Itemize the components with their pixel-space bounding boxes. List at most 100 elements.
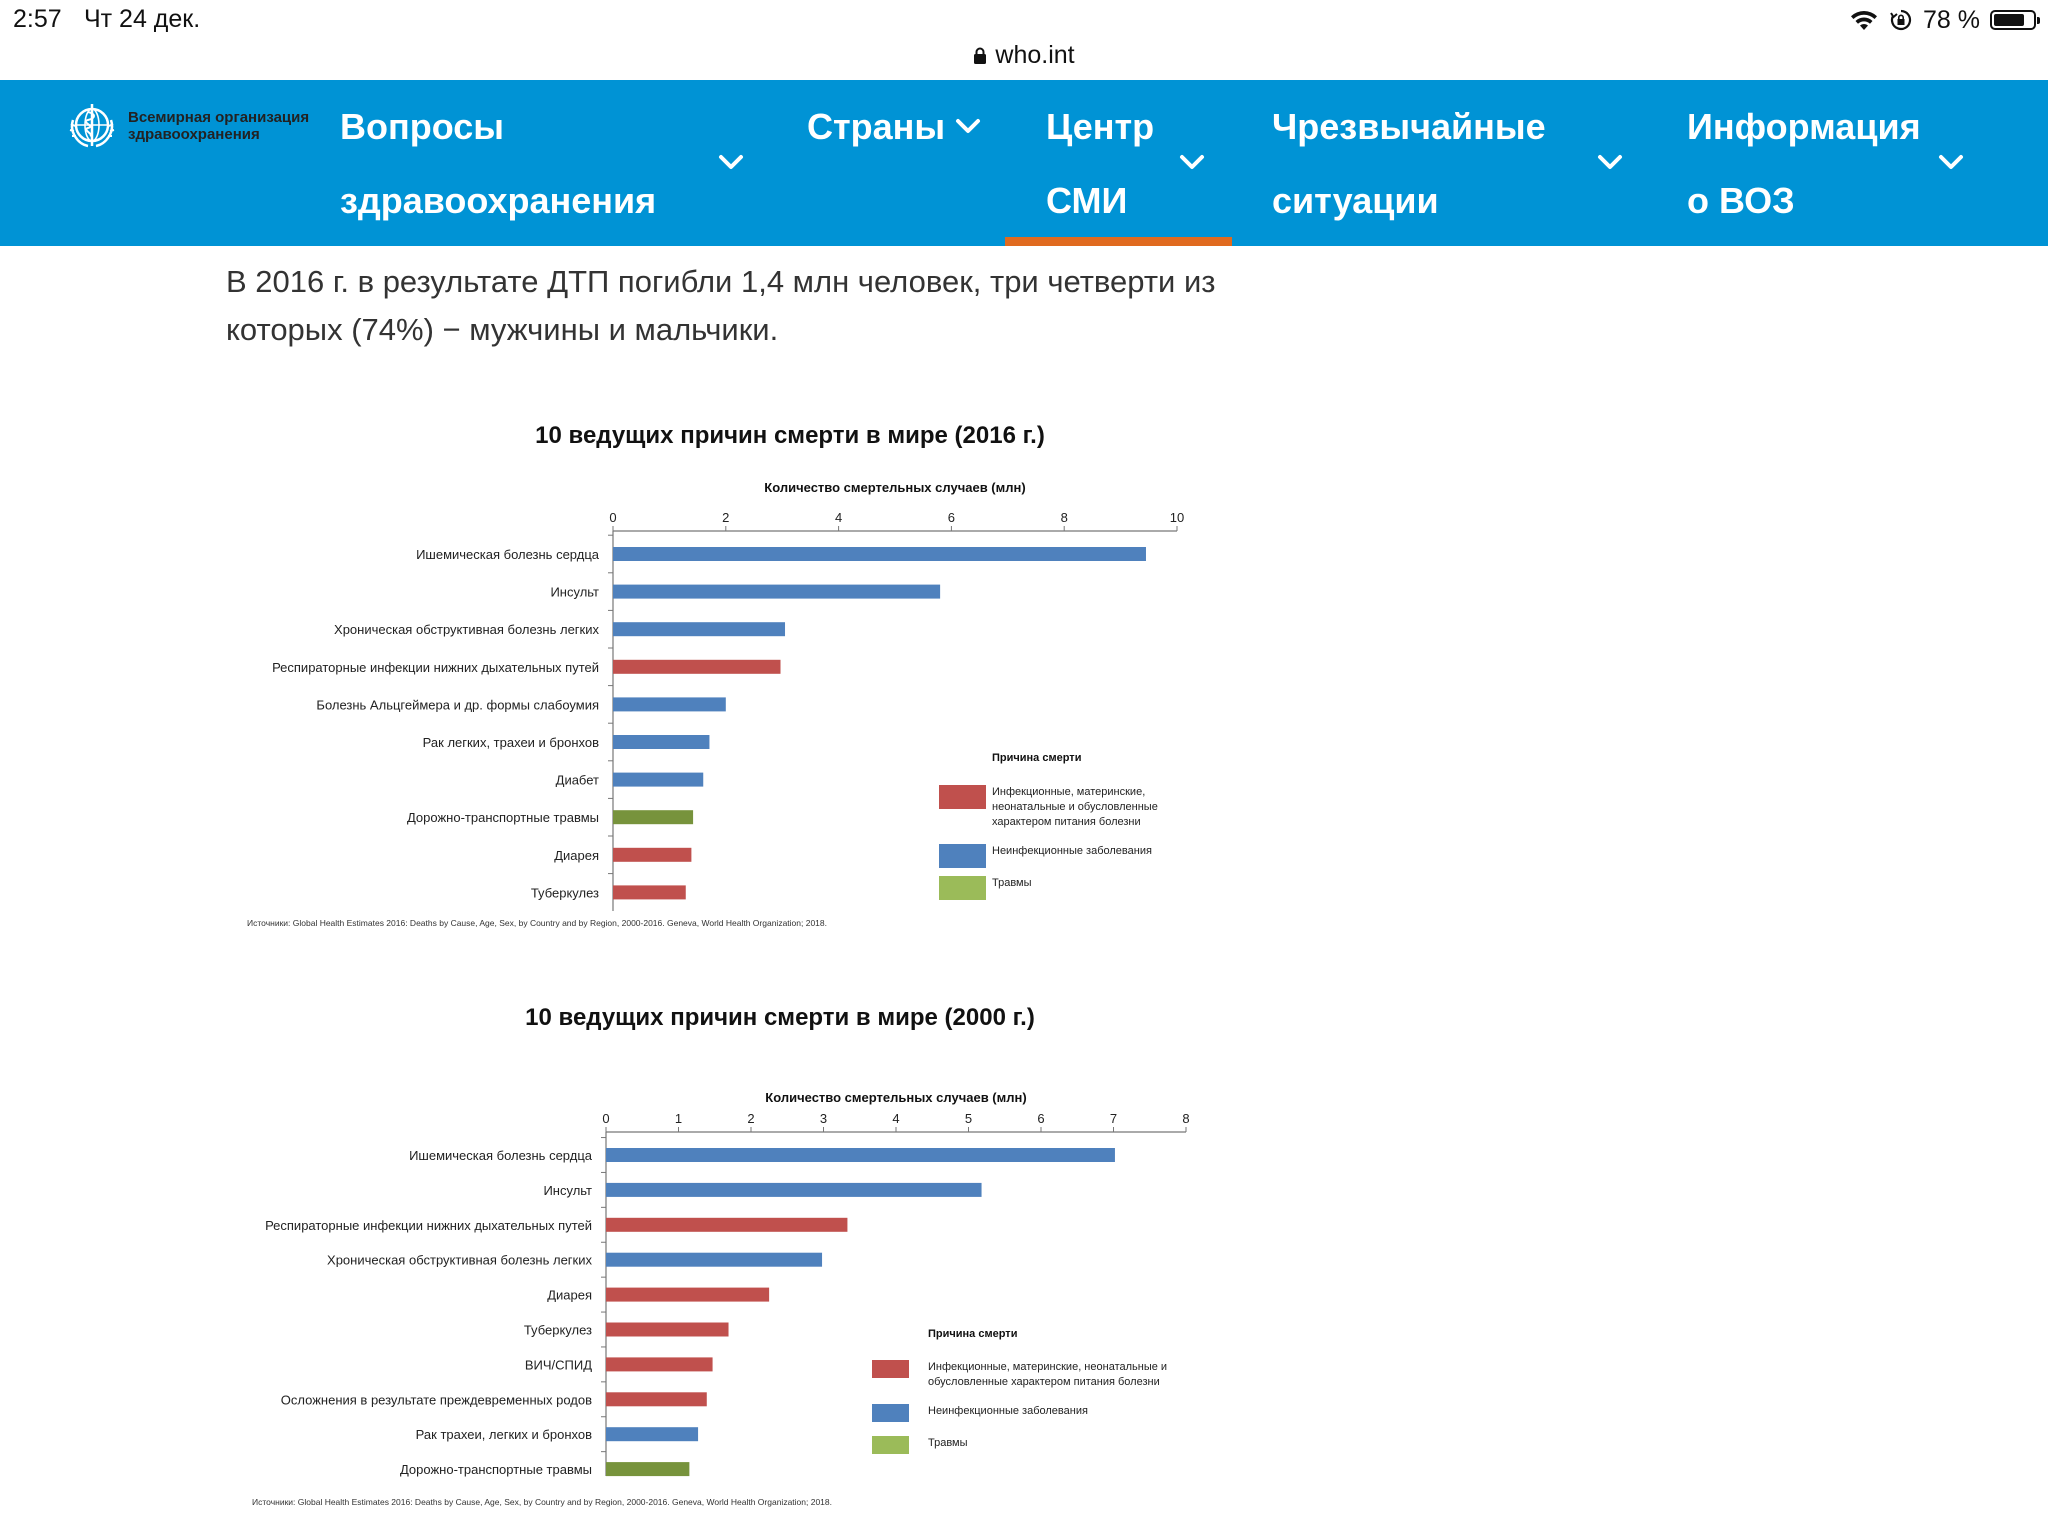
bar: [606, 1148, 1115, 1162]
nav-item-label: ситуации: [1272, 180, 1439, 221]
chevron-down-icon[interactable]: [953, 116, 983, 136]
legend-swatch: [939, 844, 986, 868]
x-tick-label: 8: [1061, 510, 1068, 525]
nav-item-countries[interactable]: Страны: [807, 90, 945, 164]
nav-item-label: здравоохранения: [340, 180, 657, 221]
bar: [613, 735, 710, 749]
battery-percent: 78 %: [1923, 5, 1980, 34]
nav-item-label: о ВОЗ: [1687, 180, 1795, 221]
category-label: Инсульт: [550, 585, 599, 600]
legend-swatch: [872, 1436, 909, 1454]
legend-label: Неинфекционные заболевания: [992, 845, 1152, 857]
legend-swatch: [939, 785, 986, 809]
bar: [613, 547, 1146, 561]
category-label: ВИЧ/СПИД: [525, 1357, 592, 1372]
chart-source: Источники: Global Health Estimates 2016:…: [247, 918, 827, 928]
category-label: Диабет: [556, 773, 599, 788]
category-label: Туберкулез: [531, 885, 599, 900]
nav-item-label: Страны: [807, 106, 946, 147]
legend-label: Травмы: [992, 877, 1032, 889]
legend-swatch: [872, 1360, 909, 1378]
x-tick-label: 0: [602, 1111, 609, 1126]
legend-swatch: [872, 1404, 909, 1422]
address-bar[interactable]: who.int: [0, 40, 2048, 80]
legend-label: Инфекционные, материнские, неонатальные …: [928, 1361, 1167, 1373]
bar: [606, 1392, 707, 1407]
category-label: Рак легких, трахеи и бронхов: [423, 735, 599, 750]
main-navigation: [0, 80, 2048, 246]
bar: [606, 1182, 982, 1197]
chevron-down-icon[interactable]: [1177, 152, 1207, 172]
x-axis-label: Количество смертельных случаев (млн): [764, 480, 1025, 495]
intro-paragraph: В 2016 г. в результате ДТП погибли 1,4 м…: [226, 264, 1216, 347]
category-label: Туберкулез: [524, 1323, 592, 1338]
bar: [613, 697, 726, 712]
status-right: 78 %: [1849, 5, 2040, 35]
nav-item-emergencies[interactable]: Чрезвычайные ситуации: [1272, 90, 1546, 238]
x-tick-label: 10: [1170, 510, 1184, 525]
bar: [613, 847, 692, 862]
chevron-down-icon[interactable]: [1936, 152, 1966, 172]
x-tick-label: 7: [1110, 1111, 1117, 1126]
x-tick-label: 6: [948, 510, 955, 525]
bar: [613, 622, 786, 637]
nav-item-label: Вопросы: [340, 106, 505, 147]
bar: [613, 885, 686, 900]
legend-label: обусловленные характером питания болезни: [928, 1376, 1160, 1388]
x-tick-label: 3: [820, 1111, 827, 1126]
category-label: Ишемическая болезнь сердца: [416, 547, 600, 562]
bar: [613, 659, 781, 674]
nav-item-label: СМИ: [1046, 180, 1128, 221]
bar: [606, 1427, 699, 1442]
x-tick-label: 6: [1037, 1111, 1044, 1126]
category-label: Хроническая обструктивная болезнь легких: [327, 1253, 592, 1268]
category-label: Ишемическая болезнь сердца: [409, 1148, 593, 1163]
legend-title: Причина смерти: [992, 752, 1081, 764]
url-domain: who.int: [995, 41, 1075, 69]
status-time: 2:57: [13, 5, 62, 33]
who-logo-text: Всемирная организация здравоохранения: [128, 109, 309, 143]
x-tick-label: 4: [892, 1111, 899, 1126]
chevron-down-icon[interactable]: [1595, 152, 1625, 172]
category-label: Осложнения в результате преждевременных …: [281, 1392, 592, 1407]
chevron-down-icon[interactable]: [716, 152, 746, 172]
bar: [613, 810, 694, 825]
category-label: Диарея: [554, 848, 599, 863]
legend-label: Травмы: [928, 1437, 968, 1449]
legend-label: характером питания болезни: [992, 816, 1141, 828]
category-label: Респираторные инфекции нижних дыхательны…: [265, 1218, 592, 1233]
chart-source: Источники: Global Health Estimates 2016:…: [252, 1497, 832, 1507]
bar: [606, 1322, 729, 1337]
legend-label: неонатальные и обусловленные: [992, 801, 1158, 813]
nav-item-health-topics[interactable]: Вопросы здравоохранения: [340, 90, 656, 238]
who-emblem-icon: [69, 104, 115, 148]
chart-title: 10 ведущих причин смерти в мире (2016 г.…: [535, 422, 1045, 449]
category-label: Болезнь Альцгеймера и др. формы слабоуми…: [316, 697, 599, 712]
logo-line-1: Всемирная организация: [128, 109, 310, 126]
nav-item-media-center[interactable]: Центр СМИ: [1046, 90, 1154, 238]
status-date: Чт 24 дек.: [84, 5, 201, 33]
wifi-icon: [1851, 11, 1878, 30]
bar: [606, 1357, 713, 1372]
bar: [606, 1252, 823, 1267]
category-label: Диарея: [547, 1288, 592, 1303]
who-logo[interactable]: Всемирная организация здравоохранения: [64, 98, 309, 154]
bar: [606, 1287, 770, 1302]
nav-item-label: Центр: [1046, 106, 1155, 147]
logo-line-2: здравоохранения: [128, 126, 260, 143]
x-tick-label: 4: [835, 510, 842, 525]
nav-item-label: Чрезвычайные: [1272, 106, 1546, 147]
category-label: Рак трахеи, легких и бронхов: [416, 1427, 592, 1442]
lock-icon: [974, 47, 987, 64]
category-label: Хроническая обструктивная болезнь легких: [334, 622, 599, 637]
x-axis-label: Количество смертельных случаев (млн): [765, 1090, 1026, 1105]
category-label: Дорожно-транспортные травмы: [400, 1462, 592, 1477]
chart-title: 10 ведущих причин смерти в мире (2000 г.…: [525, 1004, 1035, 1031]
legend-label: Инфекционные, материнские,: [992, 786, 1145, 798]
legend-label: Неинфекционные заболевания: [928, 1405, 1088, 1417]
bar: [613, 772, 704, 787]
x-tick-label: 2: [722, 510, 729, 525]
bar: [613, 584, 941, 599]
nav-item-about-who[interactable]: Информация о ВОЗ: [1687, 90, 1921, 238]
chart-leading-causes-2016: 10 ведущих причин смерти в мире (2016 г.…: [247, 422, 1184, 928]
